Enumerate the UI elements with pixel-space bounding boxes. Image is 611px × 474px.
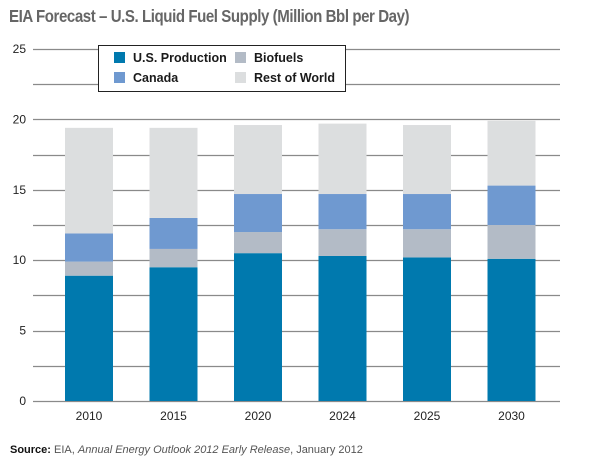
bar-stack-2020 [234,125,282,401]
bar-segment-canada [65,233,113,262]
y-tick-label: 25 [13,42,27,56]
bar-segment-biofuels [149,248,198,268]
bar-segment-biofuels [65,261,113,276]
bar-segment-u-s-production [318,255,367,401]
bar-segment-canada [403,194,451,230]
legend: U.S. Production Biofuels Canada Rest of Wor… [98,45,346,92]
bar-stack-2010 [65,127,113,401]
x-tick-label: 2024 [329,409,356,423]
bar-stack-2024 [318,123,367,401]
source-note: Source: EIA, Annual Energy Outlook 2012 … [10,444,363,456]
source-publication: Annual Energy Outlook 2012 Early Release [77,444,291,456]
bar-segment-u-s-production [149,267,198,401]
legend-swatch-u-s-production [114,52,125,63]
x-axis-ticks: 2010 2015 2020 2024 2025 2030 [76,409,526,423]
legend-label-biofuels: Biofuels [254,51,303,65]
bar-segment-u-s-production [487,258,536,401]
bar-segment-u-s-production [403,257,451,401]
y-tick-label: 0 [19,394,26,408]
bar-segment-rest-of-world [403,125,451,195]
x-tick-label: 2025 [414,409,441,423]
legend-box [98,45,346,92]
source-label: Source: [10,444,51,456]
legend-swatch-rest-of-world [235,72,246,83]
y-tick-label: 20 [13,112,27,126]
x-tick-label: 2030 [498,409,525,423]
bar-segment-biofuels [318,229,367,256]
y-tick-label: 10 [13,253,27,267]
bar-segment-rest-of-world [487,120,536,186]
legend-label-rest-of-world: Rest of World [254,71,335,85]
legend-label-u-s-production: U.S. Production [133,51,227,65]
y-tick-label: 5 [19,324,26,338]
bar-stack-2030 [487,120,536,401]
bar-segment-u-s-production [234,253,282,401]
bar-stack-2015 [149,127,198,401]
bar-segment-biofuels [234,232,282,254]
x-tick-label: 2015 [160,409,187,423]
bar-segment-rest-of-world [65,127,113,234]
source-date: , January 2012 [290,444,363,456]
legend-swatch-biofuels [235,52,246,63]
legend-label-canada: Canada [133,71,179,85]
bar-segment-canada [149,217,198,249]
bars [65,120,536,401]
bar-segment-rest-of-world [149,127,198,218]
y-tick-label: 15 [13,183,27,197]
bar-segment-canada [234,194,282,233]
bar-segment-canada [487,185,536,225]
chart-title: EIA Forecast – U.S. Liquid Fuel Supply (… [9,6,410,26]
bar-segment-rest-of-world [234,125,282,195]
bar-segment-biofuels [403,229,451,258]
x-tick-label: 2020 [245,409,272,423]
bar-segment-rest-of-world [318,123,367,195]
bar-segment-canada [318,194,367,230]
y-axis-ticks: 0 5 10 15 20 25 [13,42,27,408]
legend-swatch-canada [114,72,125,83]
bar-segment-biofuels [487,225,536,259]
bar-stack-2025 [403,125,451,401]
x-tick-label: 2010 [76,409,103,423]
source-org: EIA, [54,444,75,456]
bar-segment-u-s-production [65,275,113,401]
